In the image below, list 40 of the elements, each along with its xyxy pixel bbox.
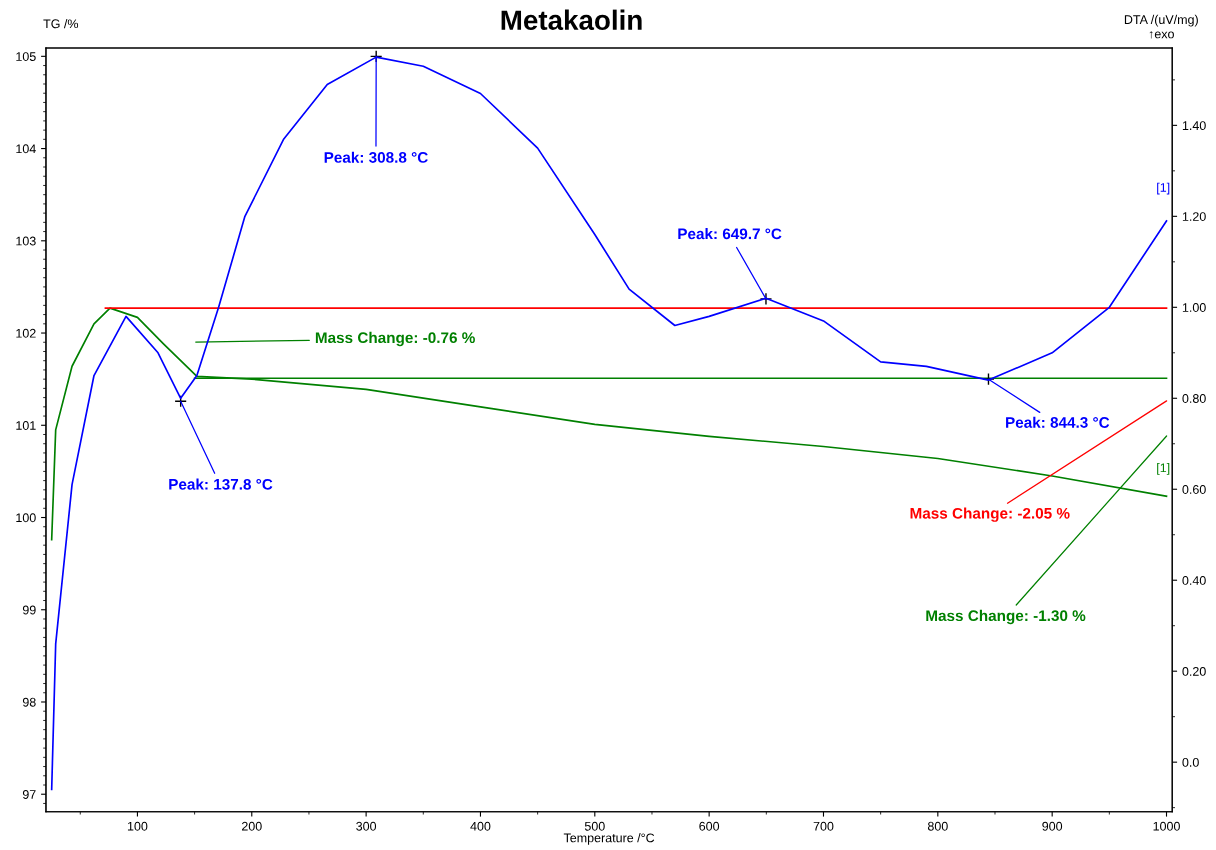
x-tick-label: 100 [127, 821, 148, 831]
annotation: Peak: 649.7 °C [678, 228, 782, 240]
chart-title: Metakaolin [501, 9, 642, 31]
x-tick-label: 500 [584, 821, 605, 831]
y2-tick-label: 0.80 [1182, 394, 1206, 403]
y-tick-label: 99 [22, 605, 36, 615]
annotation: Mass Change: -1.30 % [926, 609, 1086, 625]
y2-tick-label: 1.00 [1182, 303, 1206, 312]
y2-tick-label: 0.40 [1182, 576, 1206, 585]
x-tick-label: 600 [699, 821, 720, 831]
x-tick-label: 800 [927, 821, 948, 831]
annotation: Peak: 844.3 °C [1006, 416, 1110, 428]
x-tick-label: 200 [241, 821, 262, 831]
annotation: Mass Change: -0.76 % [315, 331, 475, 347]
y2-tick-label: 1.40 [1182, 121, 1206, 131]
y-tick-label: 103 [16, 236, 36, 246]
y-tick-label: 98 [22, 697, 36, 707]
x-tick-label: 400 [470, 821, 491, 831]
annotation: Peak: 308.8 °C [324, 151, 428, 163]
y-tick-label: 105 [16, 52, 36, 61]
y-tick-label: 100 [16, 513, 36, 523]
annotation: [1] [1157, 182, 1170, 195]
x-axis-title: Temperature /°C [563, 833, 655, 845]
y-tick-label: 104 [16, 144, 36, 154]
y-tick-label: 97 [22, 790, 36, 799]
annotation: Peak: 137.8 °C [169, 478, 273, 490]
y2-tick-label: 0.60 [1182, 485, 1206, 494]
annotation: [1] [1157, 463, 1170, 475]
y2-tick-label: 0.20 [1182, 667, 1206, 676]
y2-axis-title: DTA /(uV/mg) ↑exo [1124, 14, 1198, 39]
annotation: Mass Change: -2.05 % [910, 507, 1070, 522]
x-tick-label: 900 [1042, 821, 1063, 831]
y-tick-label: 102 [16, 328, 36, 338]
x-tick-label: 700 [813, 821, 834, 831]
x-tick-label: 300 [356, 821, 377, 831]
x-tick-label: 1000 [1153, 821, 1180, 831]
y2-tick-label: 1.20 [1182, 212, 1206, 221]
y-axis-title: TG /% [43, 18, 79, 29]
y-tick-label: 101 [16, 421, 36, 430]
y2-tick-label: 0.0 [1182, 757, 1199, 767]
